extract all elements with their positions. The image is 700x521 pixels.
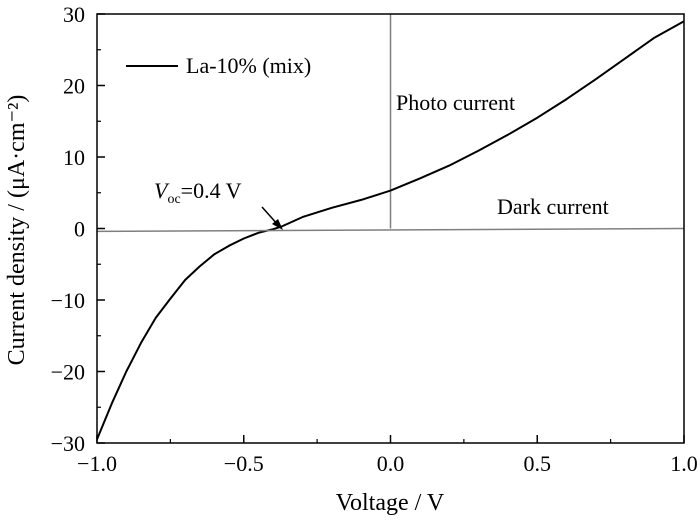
y-tick-label: 10 xyxy=(63,145,85,170)
photo-current-label: Photo current xyxy=(396,90,515,115)
legend-label: La-10% (mix) xyxy=(186,53,311,78)
dark-current-label: Dark current xyxy=(497,194,609,219)
series-line-dark-current xyxy=(96,227,685,233)
y-tick-label: −20 xyxy=(51,360,85,385)
y-tick-label: 20 xyxy=(63,74,85,99)
voc-subscript: oc xyxy=(167,192,180,207)
plot-frame xyxy=(96,13,685,444)
x-tick-label: 1.0 xyxy=(670,451,698,476)
x-tick-label: 0.0 xyxy=(377,451,405,476)
y-tick-label: 0 xyxy=(74,217,85,242)
y-axis-title: Current density / (μA·cm⁻²) xyxy=(4,95,30,366)
y-tick-label: −30 xyxy=(51,431,85,456)
voc-label: Voc=0.4 V xyxy=(154,178,242,207)
x-tick-label: −1.0 xyxy=(77,451,117,476)
y-tick-label: 30 xyxy=(63,2,85,27)
voc-value: =0.4 V xyxy=(181,178,242,203)
voc-arrowhead xyxy=(272,219,283,230)
x-axis-title: Voltage / V xyxy=(336,490,445,516)
series-line-la-10-mix xyxy=(96,20,685,440)
ticks-layer: −1.0 −0.5 0.0 0.5 1.0 30 20 10 0 −10 −20 −30 xyxy=(51,2,698,476)
x-tick-label: 0.5 xyxy=(524,451,552,476)
y-tick-label: −10 xyxy=(51,288,85,313)
x-tick-label: −0.5 xyxy=(224,451,264,476)
lines-layer xyxy=(96,14,685,440)
voc-symbol: V xyxy=(154,178,170,203)
